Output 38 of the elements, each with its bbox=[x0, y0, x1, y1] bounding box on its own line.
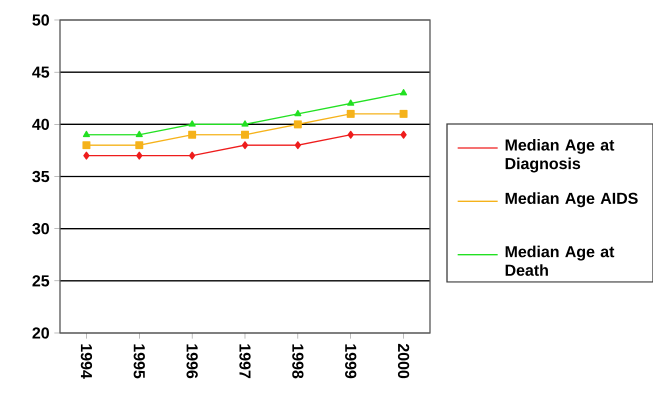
point bbox=[82, 130, 90, 138]
point bbox=[294, 110, 302, 116]
point bbox=[347, 99, 354, 106]
point bbox=[82, 141, 90, 150]
point bbox=[188, 130, 196, 139]
point bbox=[242, 141, 248, 150]
y-tick-label: 45 bbox=[32, 66, 50, 78]
legend-label: Median Age at Diagnosis bbox=[506, 138, 614, 172]
x-tick-label: 1999 bbox=[345, 344, 356, 378]
point bbox=[241, 130, 249, 139]
point bbox=[136, 152, 142, 160]
legend-label: Median Age at Death bbox=[506, 246, 614, 276]
y-tick-label: 25 bbox=[32, 275, 50, 286]
x-tick-label: 1997 bbox=[239, 344, 251, 378]
point bbox=[400, 89, 408, 96]
x-tick-label: 1994 bbox=[80, 344, 92, 379]
y-tick-label: 30 bbox=[32, 223, 49, 234]
y-tick-label: 40 bbox=[32, 118, 49, 130]
point bbox=[136, 130, 143, 138]
y-tick-label: 50 bbox=[32, 14, 49, 26]
point bbox=[188, 152, 196, 160]
point bbox=[135, 141, 144, 150]
x-tick-label: 2000 bbox=[398, 344, 410, 378]
point bbox=[83, 152, 90, 160]
point bbox=[294, 141, 302, 150]
legend-label: Median Age AIDS bbox=[506, 192, 638, 208]
point bbox=[188, 120, 196, 127]
y-tick-label: 35 bbox=[32, 170, 50, 182]
point bbox=[294, 120, 302, 128]
x-tick-label: 1995 bbox=[134, 344, 145, 378]
x-tick-label: 1998 bbox=[292, 344, 304, 378]
point bbox=[346, 110, 355, 118]
point bbox=[348, 130, 354, 139]
y-tick-label: 20 bbox=[32, 327, 49, 339]
x-tick-label: 1996 bbox=[186, 344, 198, 378]
point bbox=[400, 130, 407, 139]
point bbox=[400, 110, 408, 118]
point bbox=[241, 120, 249, 127]
